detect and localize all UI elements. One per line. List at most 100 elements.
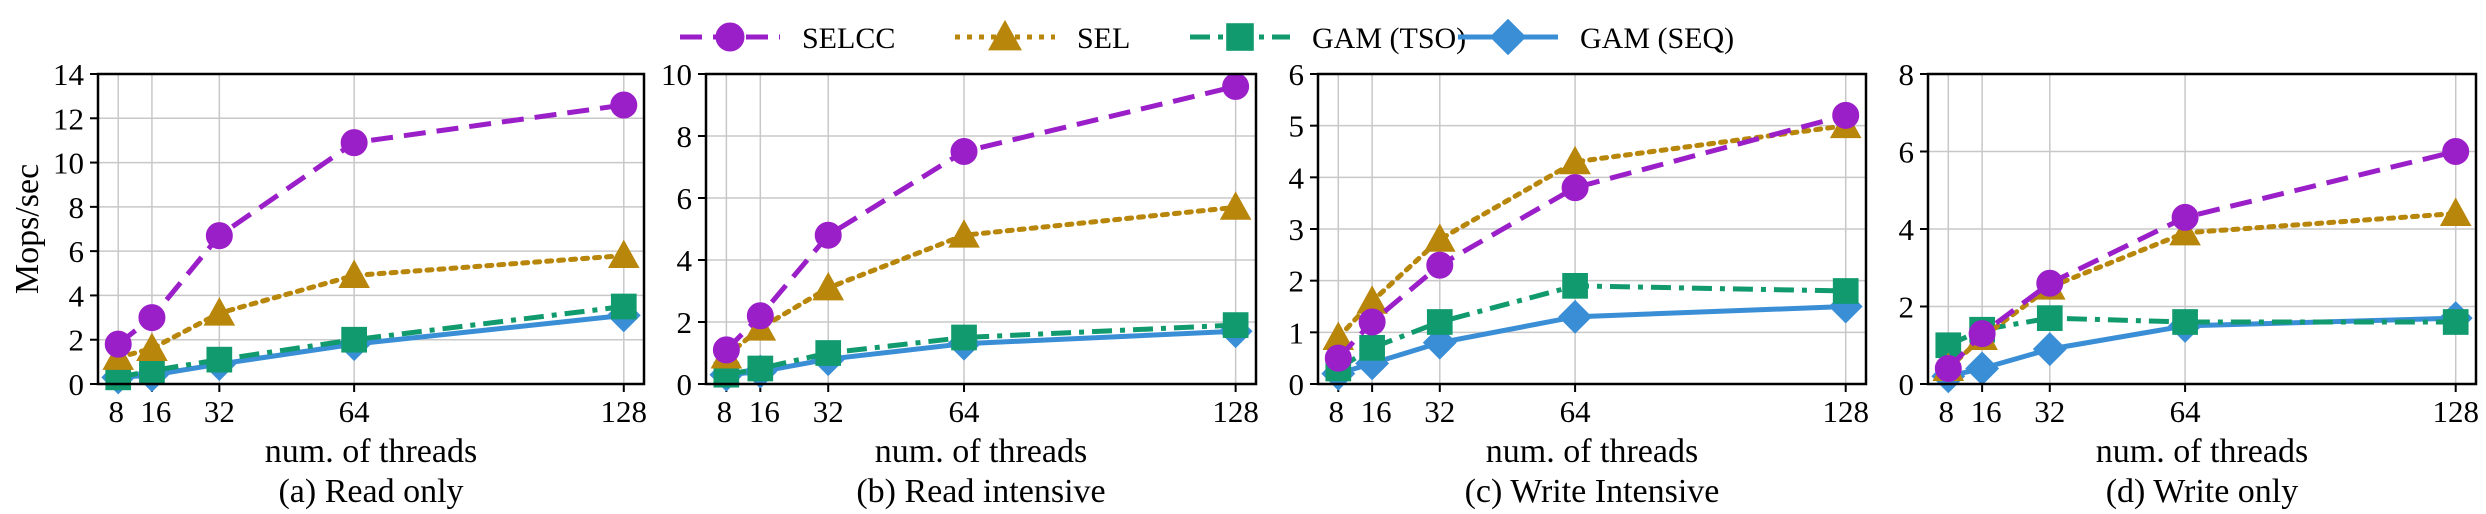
y-tick-label: 6 xyxy=(677,181,693,216)
x-axis-label: num. of threads xyxy=(265,433,477,470)
series-gam-seq xyxy=(709,314,1253,392)
y-tick-label: 2 xyxy=(677,305,693,340)
series-group xyxy=(1931,138,2473,394)
data-point-gam-tso xyxy=(2036,305,2063,331)
data-point-selcc xyxy=(340,129,368,157)
legend-marker-gam-seq xyxy=(1489,18,1527,56)
legend-label-gam-tso: GAM (TSO) xyxy=(1312,22,1466,55)
y-tick-label: 12 xyxy=(53,101,84,136)
series-line-gam-tso xyxy=(725,322,1236,378)
series-line-gam-tso xyxy=(117,304,625,380)
panel-caption: (d) Write only xyxy=(2106,473,2299,510)
data-point-gam-tso xyxy=(1359,334,1385,361)
series-group xyxy=(101,91,641,395)
y-tick-label: 0 xyxy=(677,367,693,402)
data-point-gam-seq xyxy=(1558,299,1593,334)
data-point-gam-tso xyxy=(1222,312,1249,338)
y-tick-label: 5 xyxy=(1289,109,1305,144)
data-point-gam-seq xyxy=(2032,332,2067,367)
data-point-sel xyxy=(2169,216,2201,246)
series-line-gam-tso xyxy=(1947,315,2456,348)
series-line-selcc xyxy=(1336,112,1847,360)
data-point-selcc xyxy=(205,222,233,250)
data-point-selcc xyxy=(2171,203,2199,231)
x-tick-label: 64 xyxy=(339,394,371,429)
data-point-gam-tso xyxy=(341,326,367,353)
data-point-selcc xyxy=(1358,308,1386,336)
x-tick-label: 32 xyxy=(1424,394,1455,429)
legend-marker-sel xyxy=(988,19,1022,51)
y-tick-label: 8 xyxy=(69,190,85,225)
x-axis-label: num. of threads xyxy=(1486,433,1698,470)
data-point-gam-tso xyxy=(1562,272,1588,299)
y-tick-label: 8 xyxy=(1899,57,1915,92)
data-point-gam-tso xyxy=(1426,309,1453,335)
data-point-selcc xyxy=(1426,251,1454,279)
data-point-sel xyxy=(338,259,370,288)
x-tick-label: 64 xyxy=(2170,394,2202,429)
x-axis-label: num. of threads xyxy=(875,433,1087,470)
series-group xyxy=(709,72,1253,392)
x-tick-label: 16 xyxy=(1971,394,2002,429)
data-point-selcc xyxy=(2036,269,2064,297)
x-tick-label: 8 xyxy=(1329,394,1345,429)
legend-marker-gam-tso xyxy=(1226,23,1254,51)
y-tick-label: 10 xyxy=(53,146,84,181)
data-point-selcc xyxy=(1968,320,1996,348)
legend-entry-gam-seq: GAM (SEQ) xyxy=(1458,18,1734,56)
series-gam-seq xyxy=(101,298,641,395)
y-tick-label: 0 xyxy=(1899,367,1915,402)
x-tick-label: 16 xyxy=(1361,394,1392,429)
series-gam-tso xyxy=(1325,272,1859,382)
data-point-sel xyxy=(1219,191,1252,220)
x-tick-label: 128 xyxy=(601,394,648,429)
series-line-selcc xyxy=(116,102,625,347)
data-point-gam-tso xyxy=(951,324,977,351)
data-point-selcc xyxy=(1561,174,1589,202)
legend-label-sel: SEL xyxy=(1077,22,1130,55)
data-point-selcc xyxy=(2442,138,2470,165)
legend-entry-sel: SEL xyxy=(955,19,1130,55)
legend: SELCC SEL GAM (TSO) GAM (SEQ) xyxy=(680,18,1734,56)
data-point-sel xyxy=(1423,223,1456,252)
series-group xyxy=(1321,101,1863,391)
grid xyxy=(1928,73,2476,385)
series-sel xyxy=(102,239,640,370)
x-tick-label: 8 xyxy=(108,394,124,429)
y-tick-label: 2 xyxy=(69,323,85,358)
y-tick-label: 4 xyxy=(1899,212,1915,247)
x-tick-label: 16 xyxy=(140,394,171,429)
series-line-gam-seq xyxy=(1947,315,2456,379)
series-line-selcc xyxy=(724,83,1237,352)
data-point-selcc xyxy=(950,138,978,165)
legend-entry-selcc: SELCC xyxy=(680,22,895,55)
data-point-gam-tso xyxy=(747,355,774,382)
series-sel xyxy=(1932,197,2472,381)
data-point-sel xyxy=(136,332,168,362)
data-point-selcc xyxy=(746,302,774,330)
data-point-selcc xyxy=(1832,101,1860,129)
data-point-gam-seq xyxy=(1965,351,2000,386)
data-point-gam-tso xyxy=(206,346,233,373)
data-point-selcc xyxy=(104,330,132,358)
y-tick-label: 2 xyxy=(1289,264,1305,299)
x-tick-label: 32 xyxy=(813,394,844,429)
y-tick-label: 4 xyxy=(677,243,693,278)
series-gam-tso xyxy=(713,312,1249,388)
x-tick-label: 16 xyxy=(749,394,780,429)
data-point-sel xyxy=(203,297,236,326)
data-point-gam-tso xyxy=(1832,278,1859,304)
data-point-selcc xyxy=(1934,355,1962,382)
plot-frame xyxy=(1926,72,2478,386)
y-axis-label: Mops/sec xyxy=(9,164,46,294)
data-point-sel xyxy=(2439,197,2472,226)
chart-panel-4: 0 2 4 6 8 8 16 32 64 128 num. of threads(d) Write … xyxy=(1899,57,2479,510)
series-selcc xyxy=(1934,138,2470,382)
x-tick-label: 128 xyxy=(1212,394,1259,429)
series-sel xyxy=(1322,109,1862,350)
series-selcc xyxy=(712,72,1250,364)
legend-marker-selcc xyxy=(715,22,745,52)
data-point-sel xyxy=(812,271,845,301)
series-line-sel xyxy=(1945,211,2459,371)
